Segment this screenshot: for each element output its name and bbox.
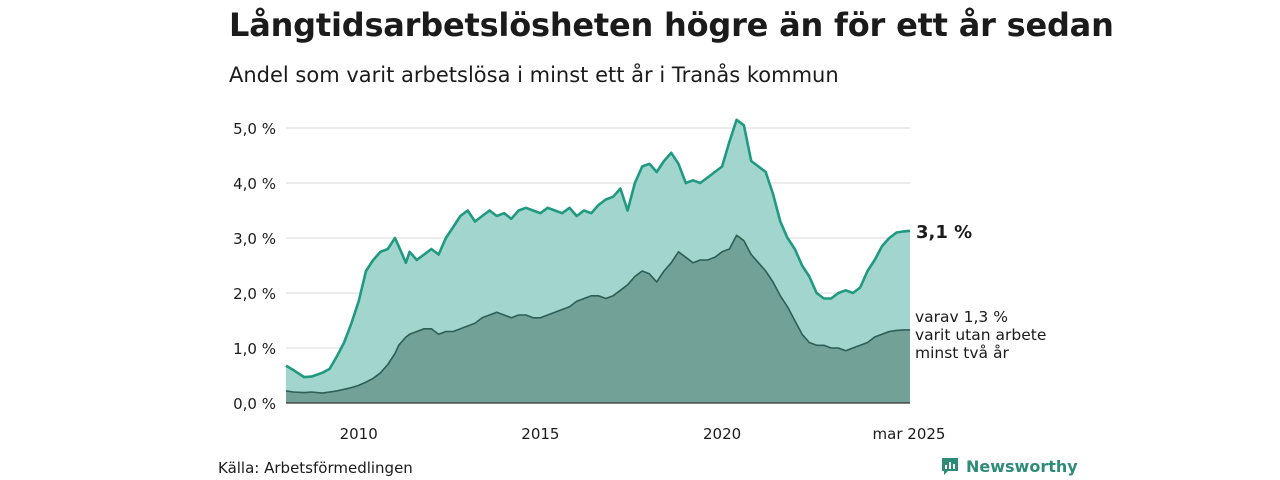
brand-name: Newsworthy: [966, 456, 1078, 476]
series-1-line: [285, 234, 910, 394]
newsworthy-logo-icon: [942, 458, 958, 475]
x-tick-label-1: 2015: [521, 425, 559, 443]
end-label-longterm-line-0: varav 1,3 %: [915, 308, 1008, 326]
axes: 0,0 % 1,0 % 2,0 % 3,0 % 4,0 % 5,0 % 2010 2015 20…: [233, 120, 945, 443]
end-label-total: 3,1 %: [916, 222, 972, 243]
x-tick-label-2: 2020: [703, 425, 741, 443]
y-tick-label-3: 3,0 %: [233, 230, 276, 248]
y-tick-label-4: 4,0 %: [233, 175, 276, 193]
chart-areas: [285, 118, 911, 404]
y-tick-label-2: 2,0 %: [233, 285, 276, 303]
y-tick-label-0: 0,0 %: [233, 395, 276, 413]
x-tick-label-3: mar 2025: [873, 425, 946, 443]
y-tick-label-5: 5,0 %: [233, 120, 276, 138]
y-tick-label-1: 1,0 %: [233, 340, 276, 358]
chart-subtitle: Andel som varit arbetslösa i minst ett å…: [229, 63, 839, 87]
series-1-area: [286, 235, 910, 403]
source-note: Källa: Arbetsförmedlingen: [218, 459, 413, 477]
brand-logo: Newsworthy: [940, 456, 1078, 476]
chart-title: Långtidsarbetslösheten högre än för ett …: [229, 6, 1114, 44]
x-tick-label-0: 2010: [340, 425, 378, 443]
end-label-longterm-line-2: minst två år: [915, 344, 1009, 362]
end-label-longterm-line-1: varit utan arbete: [915, 326, 1046, 344]
series-0-line: [285, 118, 911, 379]
